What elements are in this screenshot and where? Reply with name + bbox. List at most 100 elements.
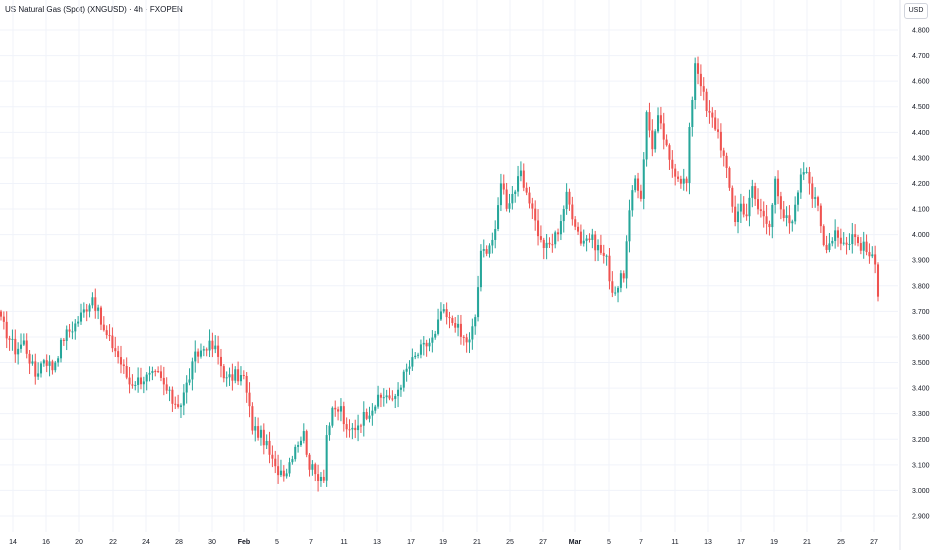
candle [805,167,808,174]
candle [871,246,874,259]
candle [379,392,382,408]
candle [91,292,94,309]
candle-body [285,473,288,477]
candle-body [528,192,531,204]
candle-body [262,429,265,446]
candle-body [782,209,785,219]
candle [776,170,780,205]
candle-body [191,361,194,380]
candle-body [222,366,225,379]
candle [537,209,540,246]
candle [25,333,28,359]
candle [334,400,337,417]
candle-body [54,362,57,371]
candle [188,368,191,386]
candle [634,175,637,193]
candle-body [365,412,368,419]
candle-body [862,241,865,251]
candle-body [34,361,37,377]
candle [494,220,497,249]
candle [457,314,460,337]
x-tick-label: 14 [9,539,17,546]
candle-body [508,203,511,209]
candle [274,450,277,474]
candle [519,161,522,182]
candle [459,314,462,345]
candle-body [671,159,674,169]
candle-body [79,312,83,322]
candle [622,270,625,283]
candle [479,244,482,292]
candle-body [742,203,745,215]
candle [642,152,645,210]
candle [514,189,517,203]
x-tick-label: 27 [539,539,547,546]
candle-body [171,389,174,404]
candle-body [311,464,314,470]
candle [585,235,588,252]
candle-body [271,454,274,459]
candle [322,469,325,483]
candle-body [225,377,228,379]
candle-body [25,340,28,354]
candle-body [419,344,422,355]
candle-body [565,191,568,210]
candle [419,339,422,359]
candle [662,112,665,150]
candle-body [259,429,262,438]
candle [225,371,228,387]
candle-body [239,375,242,382]
candle-body [711,112,714,118]
candle-body [848,244,851,246]
candle-body [57,358,60,363]
candle [277,454,280,484]
candle [105,325,108,339]
candle [674,163,677,186]
candle [157,366,160,374]
candle-body [377,394,380,407]
candle [39,361,43,378]
candle-body [554,232,557,245]
candle-body [394,396,397,399]
candle [314,462,317,482]
candle [488,243,491,258]
candle-body [59,339,63,359]
candle-body [254,426,257,431]
candle-body [819,205,822,227]
candle-body [8,338,11,340]
candle [228,367,231,386]
candle-body [442,309,445,312]
candle [14,329,17,363]
currency-button[interactable]: USD [904,3,928,19]
y-tick-label: 4.500 [912,104,930,111]
candle [559,214,562,241]
y-tick-label: 3.400 [912,386,930,393]
candle [671,150,674,178]
x-tick-label: 11 [671,539,678,546]
candle [368,406,371,423]
candle [257,417,260,441]
candle-body [845,242,848,245]
candle [774,176,777,214]
candle-body [2,316,5,322]
candle [351,423,354,440]
candle [357,414,360,442]
candle-body [62,339,65,341]
candle-body [402,371,405,388]
candle [497,197,500,232]
candle [505,182,508,212]
x-tick-label: 30 [208,539,216,546]
candle [399,384,402,397]
candle-body [439,311,442,320]
candle-body [665,139,668,146]
candle [451,315,454,326]
candle [859,237,862,255]
candle [574,216,577,231]
candle [137,367,140,393]
candle [539,225,542,243]
candle-body [345,424,348,430]
candle-body [722,150,725,156]
candle [517,165,520,197]
candle-body [499,183,502,206]
